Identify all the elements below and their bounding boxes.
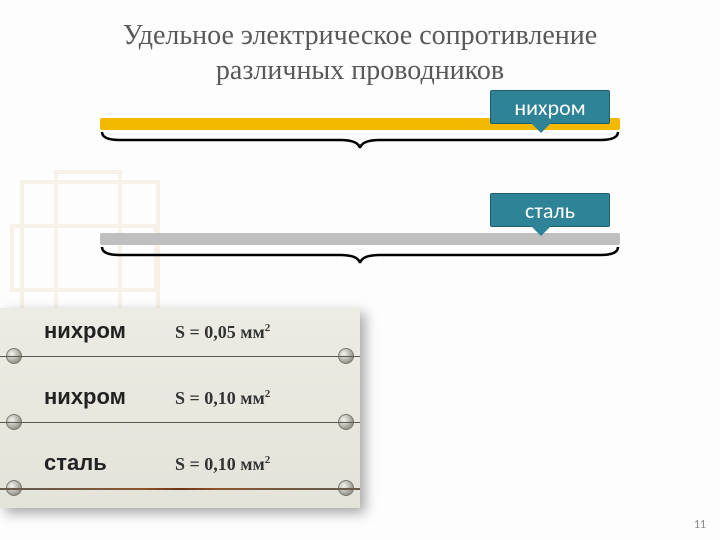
tag-steel: сталь xyxy=(490,193,610,227)
page-number: 11 xyxy=(694,518,706,532)
diagram-canvas: нихром сталь нихром S = 0,05 мм2 нихром S =… xyxy=(0,88,720,508)
wires-photo: нихромS = 0,05 мм2нихромS = 0,10 мм2стал… xyxy=(0,308,360,508)
callout-icon xyxy=(531,123,551,133)
photo-row-value: S = 0,10 мм2 xyxy=(175,454,270,475)
photo-row-value: S = 0,05 мм2 xyxy=(175,322,270,343)
photo-row: нихром S = 0,10 мм2 xyxy=(0,374,360,440)
wire-line xyxy=(0,356,360,357)
callout-icon xyxy=(531,226,551,236)
photo-row-label: сталь xyxy=(44,450,107,476)
title-line-2: различных проводников xyxy=(216,55,504,86)
wire-line xyxy=(0,422,360,423)
photo-row-label: нихром xyxy=(44,318,126,344)
tag-steel-label: сталь xyxy=(525,197,575,224)
bracket-steel xyxy=(100,245,620,265)
tag-nichrome-label: нихром xyxy=(514,94,585,121)
tag-nichrome: нихром xyxy=(490,90,610,124)
photo-row: сталь S = 0,10 мм2 xyxy=(0,440,360,506)
title-line-1: Удельное электрическое сопротивление xyxy=(123,20,597,51)
photo-row-label: нихром xyxy=(44,384,126,410)
photo-row: нихром S = 0,05 мм2 xyxy=(0,308,360,374)
photo-row-value: S = 0,10 мм2 xyxy=(175,388,270,409)
wire-line xyxy=(0,488,360,490)
page-title: Удельное электрическое сопротивление раз… xyxy=(0,0,720,88)
bracket-nichrome xyxy=(100,130,620,150)
bar-steel-wrap xyxy=(100,233,620,265)
